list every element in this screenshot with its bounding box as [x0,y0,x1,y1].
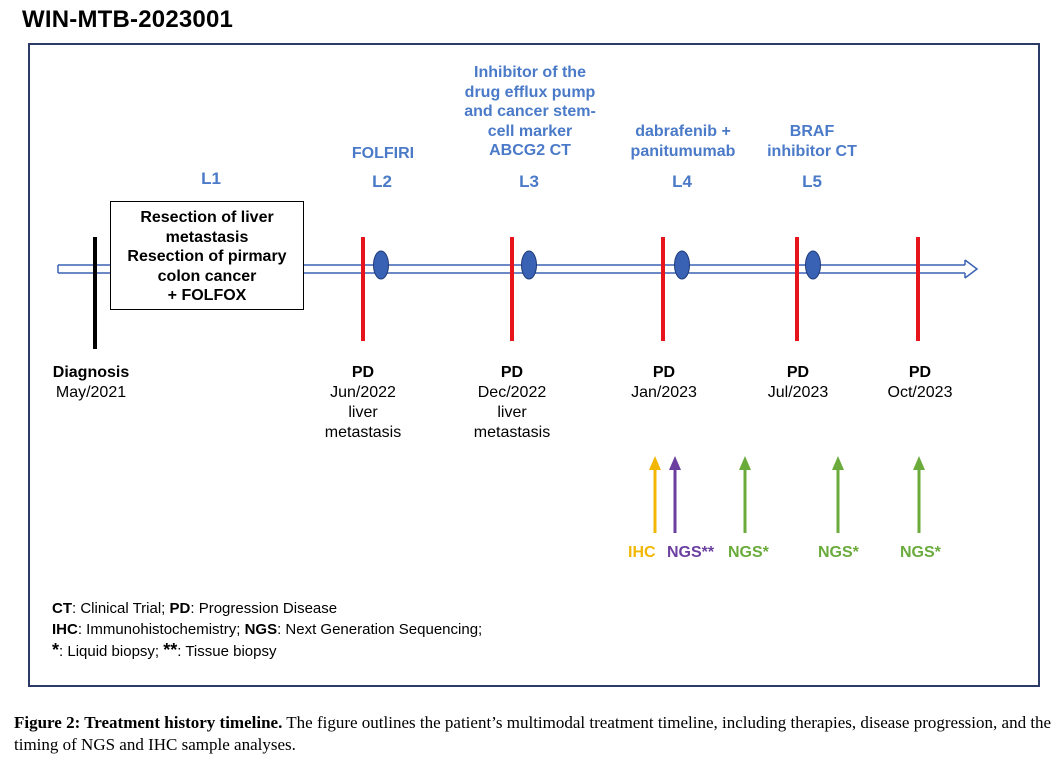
line-start-marker [805,250,821,280]
test-label-ngs-liquid: NGS* [818,544,859,561]
diagram-frame [28,43,1040,687]
event-date: Oct/2023 [887,384,953,401]
figure-caption: Figure 2: Treatment history timeline. Th… [14,712,1054,756]
event-date: Jul/2023 [767,384,829,401]
ngs-liquid-arrow [913,456,925,533]
event-date: Jan/2023 [631,384,697,401]
event-status: PD [500,364,524,381]
legend-text: : Progression Disease [190,600,338,617]
event-pd-5: PD Oct/2023 [870,363,970,403]
line-label-l5: L5 [802,172,822,191]
line-start-marker [674,250,690,280]
therapy-l2: FOLFIRI [351,145,415,162]
therapy-l3-line: Inhibitor of the [474,64,586,81]
therapy-l4-line: dabrafenib + [635,123,731,140]
therapy-l3-line: and cancer stem- [464,103,596,120]
l1-box-line: + FOLFOX [167,287,247,305]
l1-box-line: Resection of liver [140,209,274,226]
therapy-l3: Inhibitor of the drug efflux pump and ca… [450,63,610,161]
test-label-ihc: IHC [628,544,656,561]
line-label-l2: L2 [372,172,392,191]
event-status: PD [786,364,810,381]
legend-abbr: IHC [52,621,78,638]
event-detail: metastasis [324,424,402,441]
legend: CT: Clinical Trial; PD: Progression Dise… [52,598,482,662]
caption-text: The figure outlines the patient’s multim… [14,713,1052,754]
line-label-l3: L3 [519,172,539,191]
legend-abbr: CT [52,600,72,617]
legend-text: : Clinical Trial; [72,600,170,617]
event-pd-1: PD Jun/2022 liver metastasis [313,363,413,443]
therapy-l5-line: inhibitor CT [767,142,857,160]
event-diagnosis: Diagnosis May/2021 [36,363,146,403]
legend-text: : Tissue biopsy [177,643,277,660]
event-detail: liver [497,404,527,421]
l1-box-line: colon cancer [157,267,257,285]
page-title: WIN-MTB-2023001 [22,6,234,33]
event-date: May/2021 [55,384,127,401]
ngs-liquid-arrow [739,456,751,533]
test-label-ngs-liquid: NGS* [900,544,941,561]
therapy-l3-line: cell marker [487,122,573,140]
line-label-l4: L4 [672,172,692,191]
event-date: Jun/2022 [330,384,396,401]
legend-abbr: NGS [244,621,278,638]
l1-treatment-box: Resection of liver metastasis Resection … [110,201,304,310]
legend-row: CT: Clinical Trial; PD: Progression Dise… [52,598,482,619]
event-detail: metastasis [473,424,551,441]
line-start-marker [521,250,537,280]
event-detail: liver [348,404,378,421]
ihc-arrow [649,456,661,533]
legend-row: IHC: Immunohistochemistry; NGS: Next Gen… [52,619,482,640]
therapy-l3-line: drug efflux pump [464,83,596,101]
event-pd-3: PD Jan/2023 [614,363,714,403]
therapy-l4-line: panitumumab [630,142,736,160]
l1-box-line: metastasis [165,228,249,246]
therapy-l5: BRAF inhibitor CT [752,122,872,161]
test-label-ngs-liquid: NGS* [728,544,769,561]
legend-row: *: Liquid biopsy; **: Tissue biopsy [52,640,482,662]
event-date: Dec/2022 [477,384,547,401]
event-status: PD [652,364,676,381]
event-pd-4: PD Jul/2023 [748,363,848,403]
l1-box-line: Resection of pirmary [127,248,287,266]
legend-text: : Next Generation Sequencing; [277,621,483,638]
line-start-marker [373,250,389,280]
caption-title: Figure 2: Treatment history timeline. [14,713,283,732]
legend-text: : Immunohistochemistry; [77,621,245,638]
ngs-tissue-arrow [669,456,681,533]
line-label-l1: L1 [201,169,221,188]
event-status: PD [908,364,932,381]
legend-abbr: * [52,640,60,660]
legend-text: : Liquid biopsy; [59,643,164,660]
legend-abbr: PD [169,600,191,617]
therapy-l3-line: ABCG2 CT [489,142,571,159]
test-label-ngs-tissue: NGS** [667,544,715,561]
event-status: PD [351,364,375,381]
ngs-liquid-arrow [832,456,844,533]
therapy-l5-line: BRAF [789,123,835,140]
legend-abbr: ** [163,640,178,660]
therapy-l4: dabrafenib + panitumumab [618,122,748,161]
event-pd-2: PD Dec/2022 liver metastasis [462,363,562,443]
event-status: Diagnosis [52,364,130,381]
